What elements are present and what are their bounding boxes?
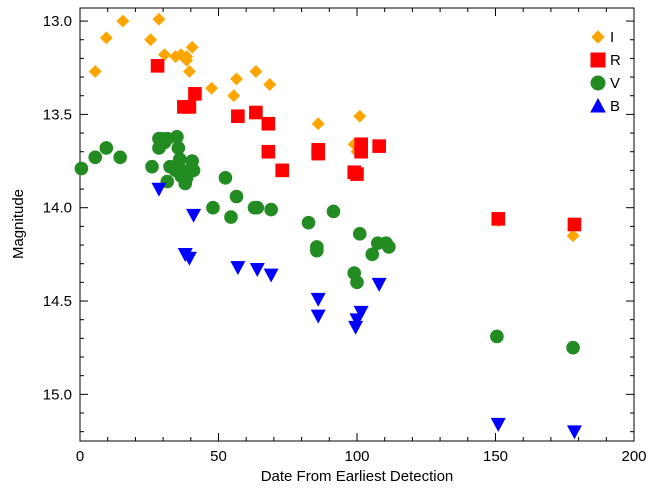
data-point-V bbox=[382, 240, 396, 254]
legend-label-B: B bbox=[610, 98, 620, 115]
data-point-V bbox=[250, 200, 265, 215]
series-B bbox=[151, 182, 582, 440]
x-tick-label: 200 bbox=[621, 448, 646, 465]
data-point-B bbox=[310, 292, 326, 307]
data-point-V bbox=[229, 189, 244, 204]
data-point-I bbox=[227, 89, 241, 103]
legend-marker-R bbox=[590, 52, 606, 68]
data-point-I bbox=[88, 65, 102, 78]
data-point-V bbox=[206, 200, 220, 215]
legend-marker-V bbox=[590, 75, 606, 91]
data-point-I bbox=[152, 12, 166, 26]
data-point-I bbox=[99, 31, 113, 45]
x-tick-label: 100 bbox=[344, 448, 369, 465]
data-point-I bbox=[185, 40, 199, 54]
data-point-B bbox=[353, 305, 369, 320]
legend-item-R: R bbox=[590, 52, 621, 69]
data-point-V bbox=[310, 243, 324, 258]
data-point-R bbox=[491, 212, 506, 226]
data-point-V bbox=[88, 150, 103, 165]
x-tick-label: 150 bbox=[483, 448, 508, 465]
data-point-R bbox=[350, 167, 364, 181]
legend-label-R: R bbox=[610, 52, 621, 69]
data-point-V bbox=[172, 152, 187, 166]
data-point-I bbox=[263, 78, 277, 91]
data-point-B bbox=[151, 182, 167, 197]
data-point-B bbox=[263, 268, 279, 283]
plot-frame bbox=[79, 7, 635, 442]
y-tick-label: 13.5 bbox=[43, 106, 72, 123]
data-point-I bbox=[311, 117, 325, 131]
data-point-R bbox=[261, 116, 276, 131]
legend-label-V: V bbox=[610, 75, 620, 92]
y-tick-label: 14.5 bbox=[43, 293, 72, 310]
data-point-R bbox=[261, 144, 276, 159]
data-point-B bbox=[566, 425, 582, 440]
data-point-V bbox=[490, 329, 504, 344]
data-point-I bbox=[566, 229, 580, 243]
axis-ticks bbox=[79, 8, 635, 441]
data-point-I bbox=[116, 14, 130, 28]
data-point-V bbox=[113, 150, 127, 165]
legend-item-I: I bbox=[591, 29, 614, 46]
data-point-R bbox=[188, 87, 202, 101]
data-point-R bbox=[311, 146, 326, 161]
data-point-R bbox=[567, 217, 582, 232]
legend-item-B: B bbox=[590, 97, 620, 115]
data-point-B bbox=[230, 261, 246, 276]
data-point-V bbox=[99, 141, 114, 155]
data-point-V bbox=[74, 161, 89, 176]
legend-marker-B bbox=[590, 97, 606, 113]
data-point-R bbox=[354, 144, 368, 159]
y-tick-label: 13.0 bbox=[43, 13, 72, 30]
data-point-I bbox=[180, 50, 194, 63]
data-point-I bbox=[230, 72, 243, 86]
y-axis-label: Magnitude bbox=[10, 189, 27, 259]
data-point-V bbox=[566, 340, 580, 355]
data-point-R bbox=[249, 105, 263, 120]
data-point-B bbox=[490, 417, 506, 432]
data-point-B bbox=[186, 208, 202, 223]
data-point-I bbox=[158, 48, 171, 62]
data-point-I bbox=[144, 33, 158, 47]
data-point-R bbox=[150, 59, 165, 73]
x-axis-label: Date From Earliest Detection bbox=[261, 468, 454, 485]
data-point-I bbox=[205, 81, 218, 95]
data-point-I bbox=[182, 65, 196, 78]
data-point-B bbox=[310, 309, 326, 324]
data-point-V bbox=[350, 275, 364, 290]
data-points bbox=[74, 12, 582, 440]
axis-tick-labels: 0 50 100 150 200 13.0 13.5 14.0 14.5 15.0 bbox=[43, 13, 647, 465]
data-point-V bbox=[352, 227, 367, 241]
data-point-V bbox=[218, 171, 233, 185]
x-tick-label: 0 bbox=[76, 448, 84, 465]
data-point-V bbox=[365, 247, 380, 262]
data-point-I bbox=[353, 109, 367, 123]
data-point-V bbox=[301, 215, 316, 230]
data-point-R bbox=[372, 139, 386, 153]
data-point-R bbox=[275, 163, 290, 178]
data-point-V bbox=[224, 210, 238, 224]
legend-item-V: V bbox=[590, 75, 620, 92]
legend-label-I: I bbox=[610, 29, 614, 46]
data-point-B bbox=[249, 262, 265, 277]
data-point-R bbox=[231, 109, 245, 124]
data-point-V bbox=[145, 159, 159, 174]
x-tick-label: 50 bbox=[210, 448, 227, 465]
data-point-B bbox=[371, 277, 387, 292]
data-point-V bbox=[326, 204, 341, 219]
data-point-V bbox=[264, 202, 278, 217]
data-point-B bbox=[181, 251, 197, 266]
legend-marker-I bbox=[591, 30, 605, 44]
series-V bbox=[74, 129, 580, 355]
y-tick-label: 15.0 bbox=[43, 386, 72, 403]
data-point-R bbox=[182, 100, 197, 114]
data-point-I bbox=[249, 65, 263, 78]
series-R bbox=[150, 59, 582, 232]
y-tick-label: 14.0 bbox=[43, 200, 72, 217]
data-point-V bbox=[186, 163, 201, 178]
